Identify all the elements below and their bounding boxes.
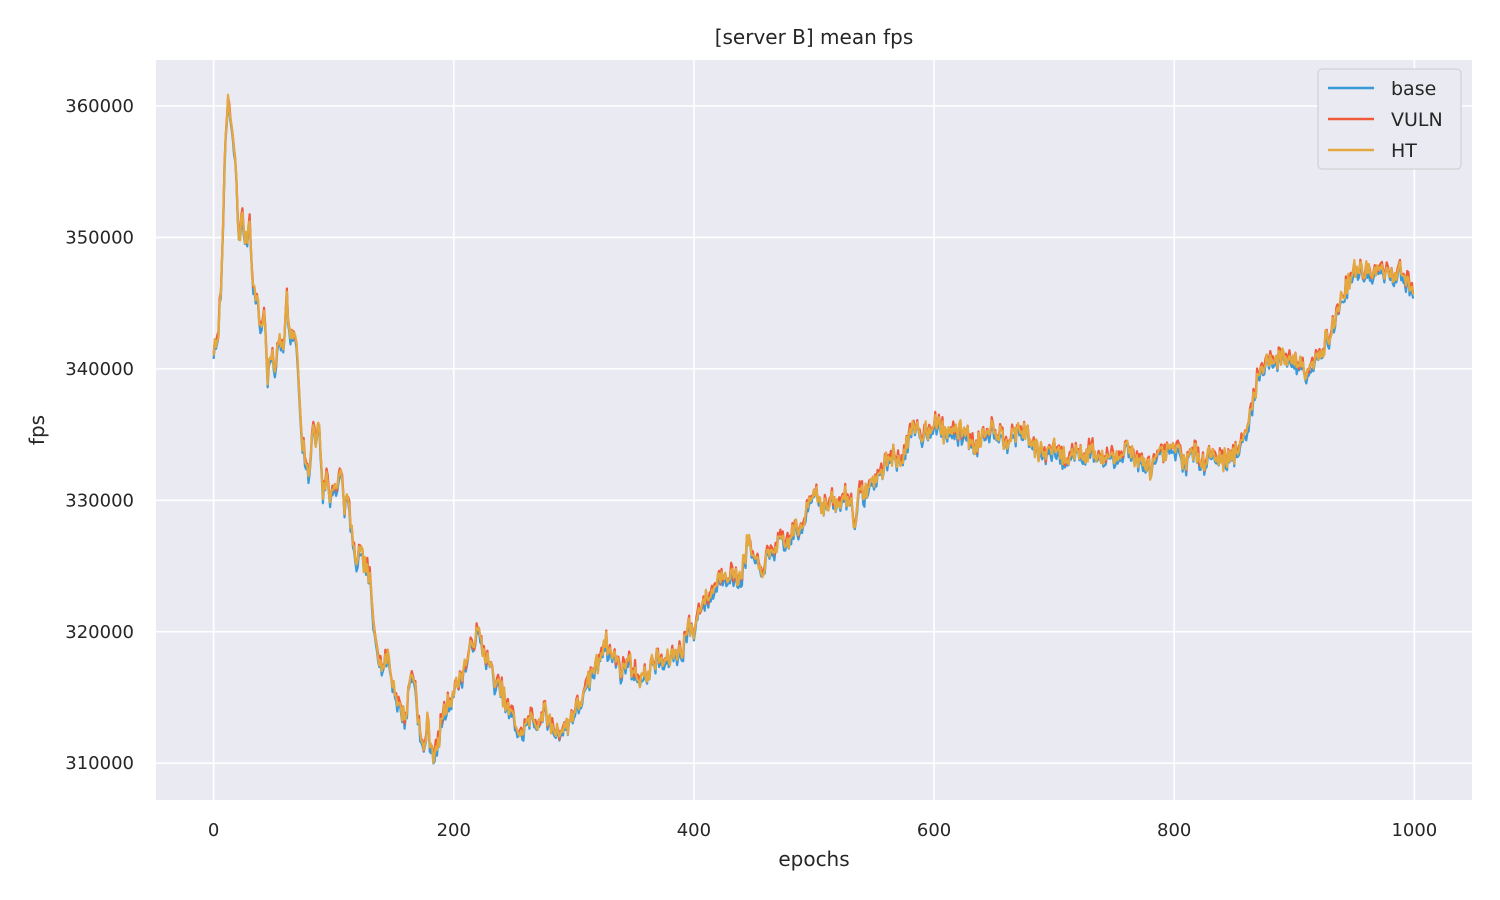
- x-tick-label: 400: [677, 820, 711, 841]
- y-tick-label: 360000: [65, 96, 134, 117]
- x-tick-label: 200: [437, 820, 471, 841]
- legend-label-ht: HT: [1391, 140, 1417, 162]
- x-tick-label: 1000: [1391, 820, 1437, 841]
- y-axis-label: fps: [25, 415, 49, 445]
- x-tick-label: 0: [208, 820, 219, 841]
- series-lines: [212, 93, 1415, 765]
- y-tick-label: 320000: [65, 622, 134, 643]
- legend-label-vuln: VULN: [1391, 109, 1443, 131]
- grid: [156, 60, 1472, 800]
- plot-area: [156, 60, 1472, 800]
- legend-label-base: base: [1391, 78, 1436, 100]
- legend: base VULN HT: [1317, 68, 1462, 170]
- x-tick-label: 800: [1157, 820, 1191, 841]
- y-tick-label: 330000: [65, 490, 134, 511]
- x-axis-ticks: 0 200 400 600 800 1000: [208, 820, 1437, 841]
- chart-title: [server B] mean fps: [715, 25, 914, 49]
- y-tick-label: 340000: [65, 359, 134, 380]
- y-axis-ticks: 310000 320000 330000 340000 350000 360000: [65, 96, 134, 774]
- x-tick-label: 600: [917, 820, 951, 841]
- x-axis-label: epochs: [778, 847, 849, 871]
- series-line-ht: [212, 93, 1415, 764]
- legend-box: [1317, 68, 1462, 170]
- y-tick-label: 350000: [65, 227, 134, 248]
- y-tick-label: 310000: [65, 753, 134, 774]
